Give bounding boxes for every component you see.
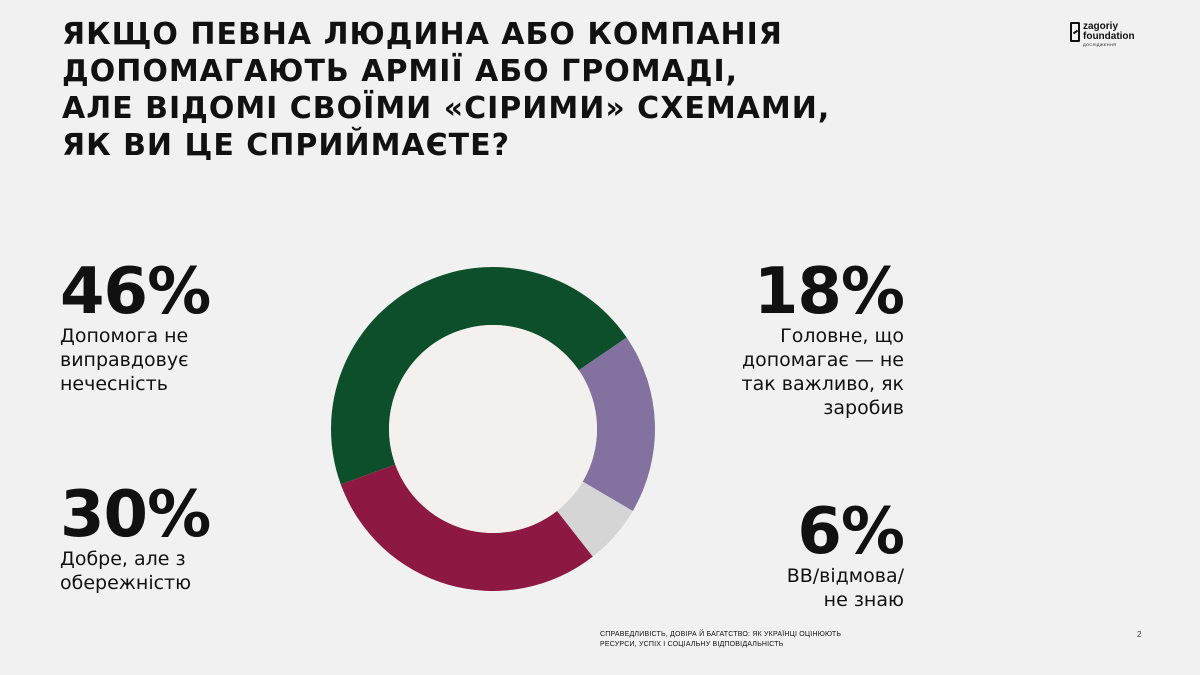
- logo-sub: ДОСЛІДЖЕННЯ: [1083, 42, 1117, 47]
- stat-18-value: 18%: [753, 255, 905, 329]
- label-line: Головне, що: [780, 325, 904, 347]
- logo-line2: foundation: [1083, 31, 1135, 42]
- stat-46-label: Допомога не виправдовує нечесність: [60, 324, 210, 396]
- logo-line1: zagoriy: [1083, 21, 1119, 32]
- footer-line: РЕСУРСИ, УСПІХ І СОЦІАЛЬНУ ВІДПОВІДАЛЬНІ…: [600, 641, 784, 648]
- stat-30-value: 30%: [60, 478, 211, 552]
- stat-46-value: 46%: [60, 255, 211, 329]
- donut-hole: [389, 325, 597, 533]
- donut-chart: [330, 266, 655, 591]
- title-line: АЛЕ ВІДОМІ СВОЇМИ «СІРИМИ» СХЕМАМИ,: [62, 91, 831, 126]
- stat-6: 6% ВВ/відмова/ не знаю: [787, 495, 905, 612]
- label-line: так важливо, як: [741, 373, 904, 395]
- page-title: ЯКЩО ПЕВНА ЛЮДИНА АБО КОМПАНІЯ ДОПОМАГАЮ…: [62, 16, 962, 164]
- label-line: не знаю: [823, 589, 904, 611]
- label-line: нечесність: [60, 373, 168, 395]
- logo-text: zagoriy foundation ДОСЛІДЖЕННЯ: [1083, 21, 1135, 48]
- label-line: Добре, але з: [60, 548, 186, 570]
- stat-46: 46% Допомога не виправдовує нечесність: [60, 255, 211, 396]
- stat-6-label: ВВ/відмова/ не знаю: [787, 564, 904, 612]
- title-line: ЯК ВИ ЦЕ СПРИЙМАЄТЕ?: [62, 128, 511, 163]
- label-line: допомагає — не: [741, 349, 904, 371]
- stat-30: 30% Добре, але з обережністю: [60, 478, 211, 595]
- footer-line: СПРАВЕДЛИВІСТЬ, ДОВІРА Й БАГАТСТВО: ЯК У…: [600, 631, 842, 638]
- label-line: заробив: [823, 397, 904, 419]
- donut-slice-46: [330, 266, 627, 485]
- stat-18: 18% Головне, що допомагає — не так важли…: [742, 255, 905, 420]
- stat-30-label: Добре, але з обережністю: [60, 547, 210, 595]
- page-number: 2: [1137, 630, 1142, 639]
- donut-slice-6: [557, 481, 633, 557]
- footer-source: СПРАВЕДЛИВІСТЬ, ДОВІРА Й БАГАТСТВО: ЯК У…: [600, 630, 841, 650]
- zagoriy-foundation-logo: zagoriy foundation ДОСЛІДЖЕННЯ: [1070, 22, 1135, 47]
- stat-18-label: Головне, що допомагає — не так важливо, …: [742, 324, 904, 420]
- title-line: ЯКЩО ПЕВНА ЛЮДИНА АБО КОМПАНІЯ: [62, 17, 783, 52]
- label-line: виправдовує: [60, 349, 189, 371]
- label-line: обережністю: [60, 572, 192, 594]
- donut-slice-30: [340, 464, 593, 591]
- label-line: Допомога не: [60, 325, 189, 347]
- label-line: ВВ/відмова/: [786, 565, 904, 587]
- donut-slice-18: [578, 337, 655, 511]
- title-line: ДОПОМАГАЮТЬ АРМІЇ АБО ГРОМАДІ,: [62, 54, 739, 89]
- z-logo-icon: [1070, 22, 1080, 42]
- stat-6-value: 6%: [797, 495, 905, 569]
